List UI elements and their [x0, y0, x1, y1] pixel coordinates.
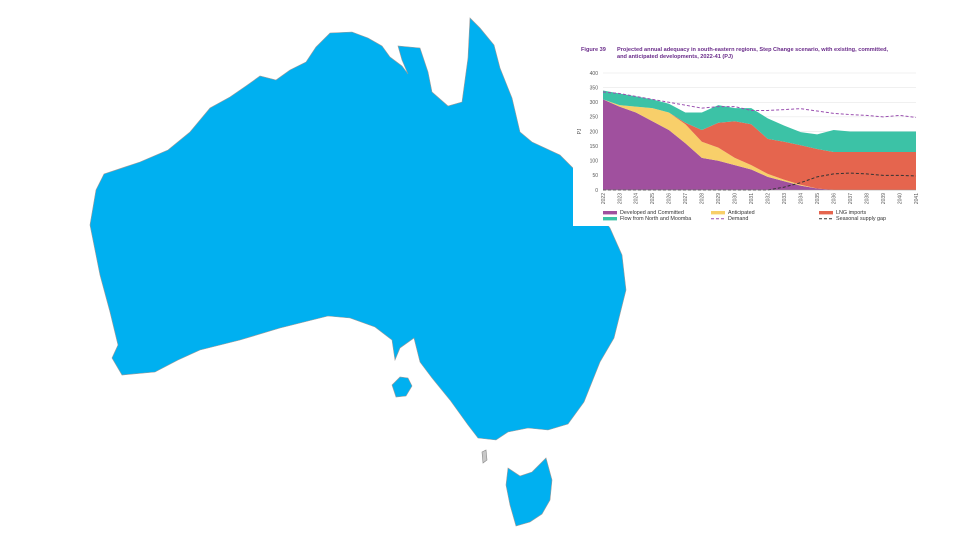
x-tick-label: 2035 [815, 193, 821, 204]
legend-label: Flow from North and Moomba [620, 216, 691, 222]
y-tick-label: 300 [590, 100, 599, 106]
legend-label: Anticipated [728, 210, 755, 216]
legend-label: Developed and Committed [620, 210, 684, 216]
figure-title-line2: and anticipated developments, 2022-41 (P… [617, 54, 733, 60]
y-tick-label: 150 [590, 144, 599, 150]
x-tick-label: 2027 [683, 193, 689, 204]
x-tick-label: 2036 [831, 193, 837, 204]
chart-axes: 0 50 100 150 200 250 300 350 400 2022 2023 2024 2025… [577, 71, 920, 204]
y-tick-label: 100 [590, 159, 599, 165]
figure-title-line1: Projected annual adequacy in south-easte… [617, 47, 889, 53]
x-tick-label: 2022 [601, 193, 607, 204]
area-series [603, 99, 916, 190]
y-tick-label: 200 [590, 129, 599, 135]
legend-label: Demand [728, 216, 748, 222]
figure-number: Figure 39 [581, 47, 606, 53]
y-tick-label: 50 [592, 173, 598, 179]
y-tick-label: 400 [590, 71, 599, 77]
chart-canvas: 0 50 100 150 200 250 300 350 400 2022 2023 2024 2025… [577, 71, 920, 222]
legend-swatch [603, 211, 617, 215]
x-tick-label: 2034 [798, 193, 804, 204]
legend-label: LNG imports [836, 210, 867, 216]
area-series [603, 99, 916, 190]
x-tick-label: 2037 [848, 193, 854, 204]
legend-label: Seasonal supply gap [836, 216, 886, 222]
x-tick-label: 2033 [782, 193, 788, 204]
king-island [481, 449, 488, 464]
chart-areas [603, 90, 916, 190]
x-tick-label: 2026 [667, 193, 673, 204]
x-tick-label: 2041 [914, 193, 920, 204]
mainland-australia [89, 17, 627, 441]
x-tick-label: 2032 [766, 193, 772, 204]
x-tick-label: 2038 [864, 193, 870, 204]
x-tick-label: 2024 [634, 193, 640, 204]
legend-swatch [819, 211, 833, 215]
y-tick-label: 250 [590, 115, 599, 121]
x-tick-label: 2030 [733, 193, 739, 204]
x-tick-label: 2040 [897, 193, 903, 204]
area-series [603, 99, 916, 190]
x-tick-label: 2039 [881, 193, 887, 204]
tasmania [505, 457, 553, 527]
y-tick-label: 350 [590, 85, 599, 91]
chart-figure: 0 50 100 150 200 250 300 350 400 2022 2023 2024 2025… [573, 44, 925, 226]
y-axis-label: PJ [577, 128, 583, 134]
chart-legend: Developed and Committed Anticipated LNG im… [603, 210, 886, 222]
line-series [602, 91, 917, 118]
x-tick-label: 2025 [650, 193, 656, 204]
x-tick-label: 2028 [700, 193, 706, 204]
area-series [603, 90, 916, 152]
x-tick-label: 2031 [749, 193, 755, 204]
figure-title: Figure 39 Projected annual adequacy in so… [581, 47, 921, 54]
kangaroo-island [391, 376, 413, 398]
x-tick-label: 2023 [617, 193, 623, 204]
y-tick-label: 0 [595, 188, 598, 194]
legend-swatch [711, 211, 725, 215]
legend-swatch [603, 217, 617, 221]
x-tick-label: 2029 [716, 193, 722, 204]
